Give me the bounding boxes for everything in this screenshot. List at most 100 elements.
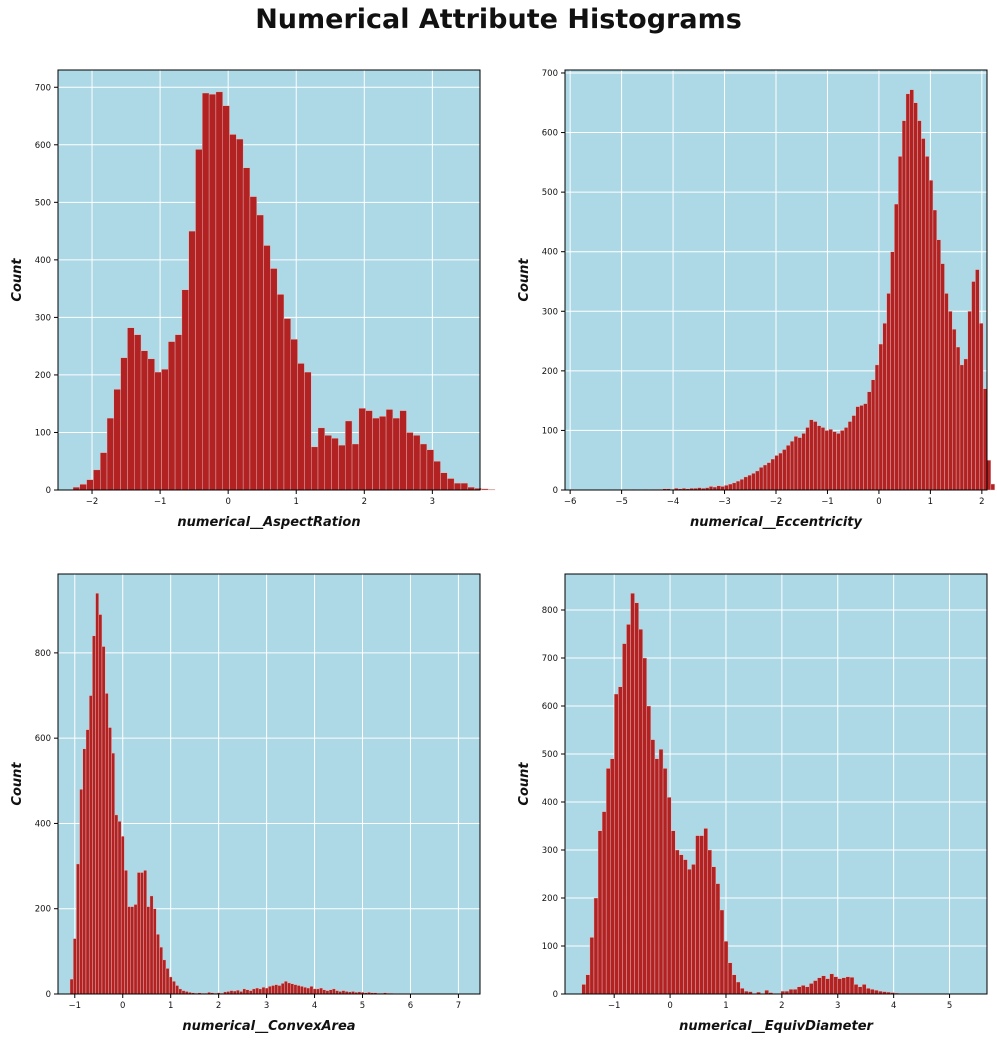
histogram-bar [325,435,332,490]
histogram-bar [836,433,840,490]
histogram-bar [313,989,316,994]
histogram-bar [160,947,163,994]
y-tick-label: 200 [542,367,558,377]
histogram-bar [874,990,878,994]
histogram-bar [830,974,834,994]
histogram-bar [318,428,325,490]
y-tick-label: 400 [542,248,558,258]
histogram-bar [948,311,952,490]
histogram-bar [144,870,147,994]
histogram-bar [127,328,134,490]
histogram-bar [921,139,925,490]
histogram-bar [262,987,265,994]
histogram-bar [246,990,249,994]
histogram-bar [700,836,704,994]
histogram-bar [89,696,92,994]
histogram-bar [987,460,991,490]
histogram-bar [956,347,960,490]
x-tick-label: 4 [312,1001,317,1011]
histogram-bar [866,988,870,994]
histogram-bar [121,358,128,490]
histogram-bar [311,447,318,490]
histogram-bar [602,812,606,994]
histogram-bar [128,907,131,994]
y-tick-label: 0 [553,990,558,1000]
x-tick-label: 0 [667,1001,672,1011]
histogram-bar [598,831,602,994]
histogram-bar [386,409,393,490]
histogram-bar [316,989,319,994]
histogram-bar [848,421,852,490]
histogram-bar [740,479,744,490]
x-tick-label: −1 [821,497,834,507]
histogram-bar [236,139,243,490]
histogram-bar [257,215,264,490]
histogram-bar [335,991,338,994]
histogram-bar [264,245,271,490]
histogram-bar [281,983,284,994]
histogram-bar [87,480,94,490]
histogram-bar [639,629,643,994]
histogram-bar [352,444,359,490]
figure-title: Numerical Attribute Histograms [0,4,997,35]
histogram-bar [105,693,108,994]
histogram-bar [300,986,303,994]
x-tick-label: 2 [979,497,984,507]
histogram-bar [182,991,185,994]
histogram-bar [176,985,179,994]
histogram-bar [155,372,162,490]
histogram-bar [740,988,744,994]
histogram-bar [659,749,663,994]
histogram-bar [817,426,821,490]
histogram-bar [92,636,95,994]
histogram-bar [294,985,297,994]
histogram-bar [107,418,114,490]
histogram-bar [838,979,842,994]
histogram-bar [304,372,311,490]
y-tick-label: 600 [542,702,558,712]
histogram-bar [329,990,332,994]
histogram-bar [618,687,622,994]
histogram-bar [797,987,801,994]
histogram-bar [250,197,257,490]
y-axis-label: Count [517,258,532,302]
histogram-bar [643,658,647,994]
histogram-bar [481,489,488,490]
histogram-bar [879,344,883,490]
histogram-bar [100,453,107,490]
histogram-bar [793,989,797,994]
histogram-bar [806,427,810,490]
histogram-bar [914,103,918,490]
histogram-bar [910,90,914,490]
histogram-bar [140,872,143,994]
x-tick-label: −3 [718,497,731,507]
x-axis-label: numerical__Eccentricity [690,515,862,530]
histogram-bar [728,963,732,994]
histogram-bar [782,449,786,490]
histogram-bar [840,430,844,490]
histogram-bar [717,486,721,490]
histogram-bar [342,991,345,994]
y-axis-label: Count [10,258,25,302]
histogram-bar [582,984,586,994]
histogram-bar [96,593,99,994]
histogram-bar [291,339,298,490]
histogram-bar [112,753,115,994]
histogram-bar [860,405,864,490]
histogram-bar [169,977,172,994]
histogram-bar [622,644,626,994]
x-axis-label: numerical__ConvexArea [182,1019,355,1034]
histogram-bar [319,988,322,994]
histogram-bar [161,369,168,490]
x-tick-label: 1 [168,1001,173,1011]
histogram-bar [236,990,239,994]
x-axis-label: numerical__EquivDiameter [679,1019,874,1034]
histogram-bar [748,475,752,490]
histogram-bar [809,983,813,994]
histogram-bar [813,981,817,994]
